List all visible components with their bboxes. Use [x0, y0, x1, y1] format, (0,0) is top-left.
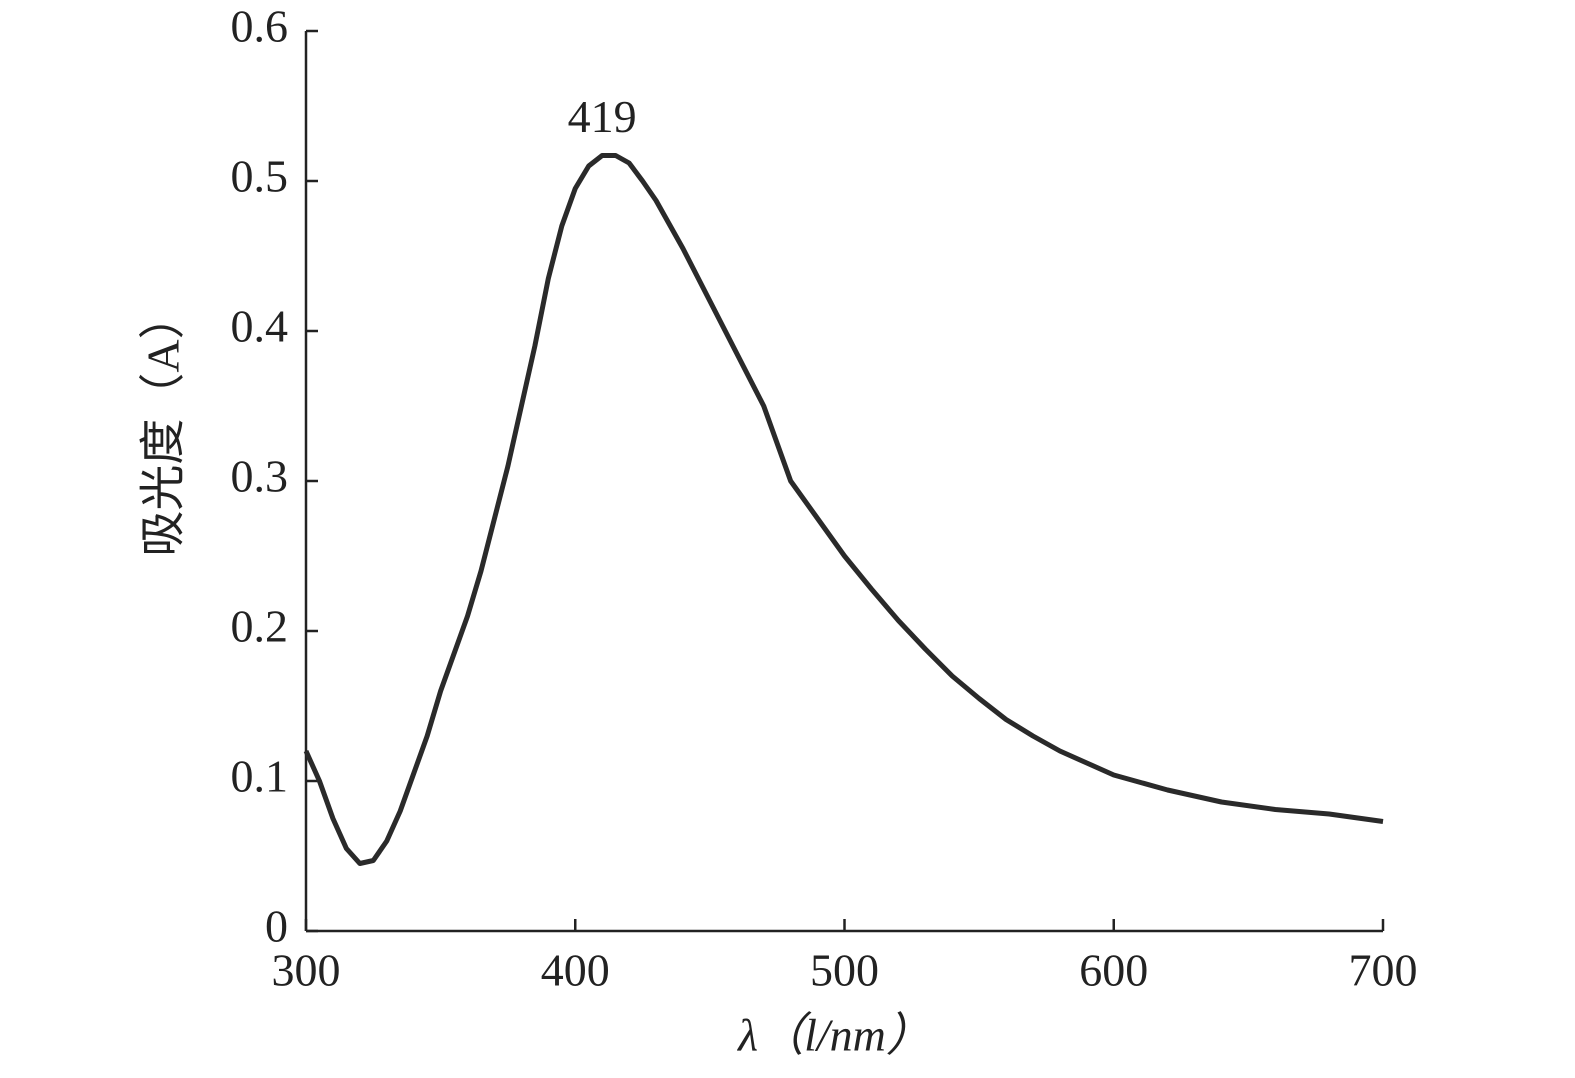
x-tick-label: 400: [541, 945, 610, 996]
y-tick-label: 0.6: [231, 1, 289, 52]
y-tick-label: 0: [265, 901, 288, 952]
x-tick-label: 500: [810, 945, 879, 996]
y-tick-label: 0.2: [231, 601, 289, 652]
peak-annotation: 419: [568, 91, 637, 142]
x-axis-label: λ（l/nm）: [736, 1010, 932, 1061]
y-tick-label: 0.5: [231, 151, 289, 202]
y-tick-label: 0.4: [231, 301, 289, 352]
y-tick-label: 0.1: [231, 751, 289, 802]
data-line: [303, 153, 1384, 866]
y-axis-label: 吸光度（A）: [138, 293, 189, 556]
x-tick-label: 300: [272, 945, 341, 996]
x-tick-label: 600: [1079, 945, 1148, 996]
y-tick-label: 0.3: [231, 451, 289, 502]
x-tick-label: 700: [1349, 945, 1418, 996]
